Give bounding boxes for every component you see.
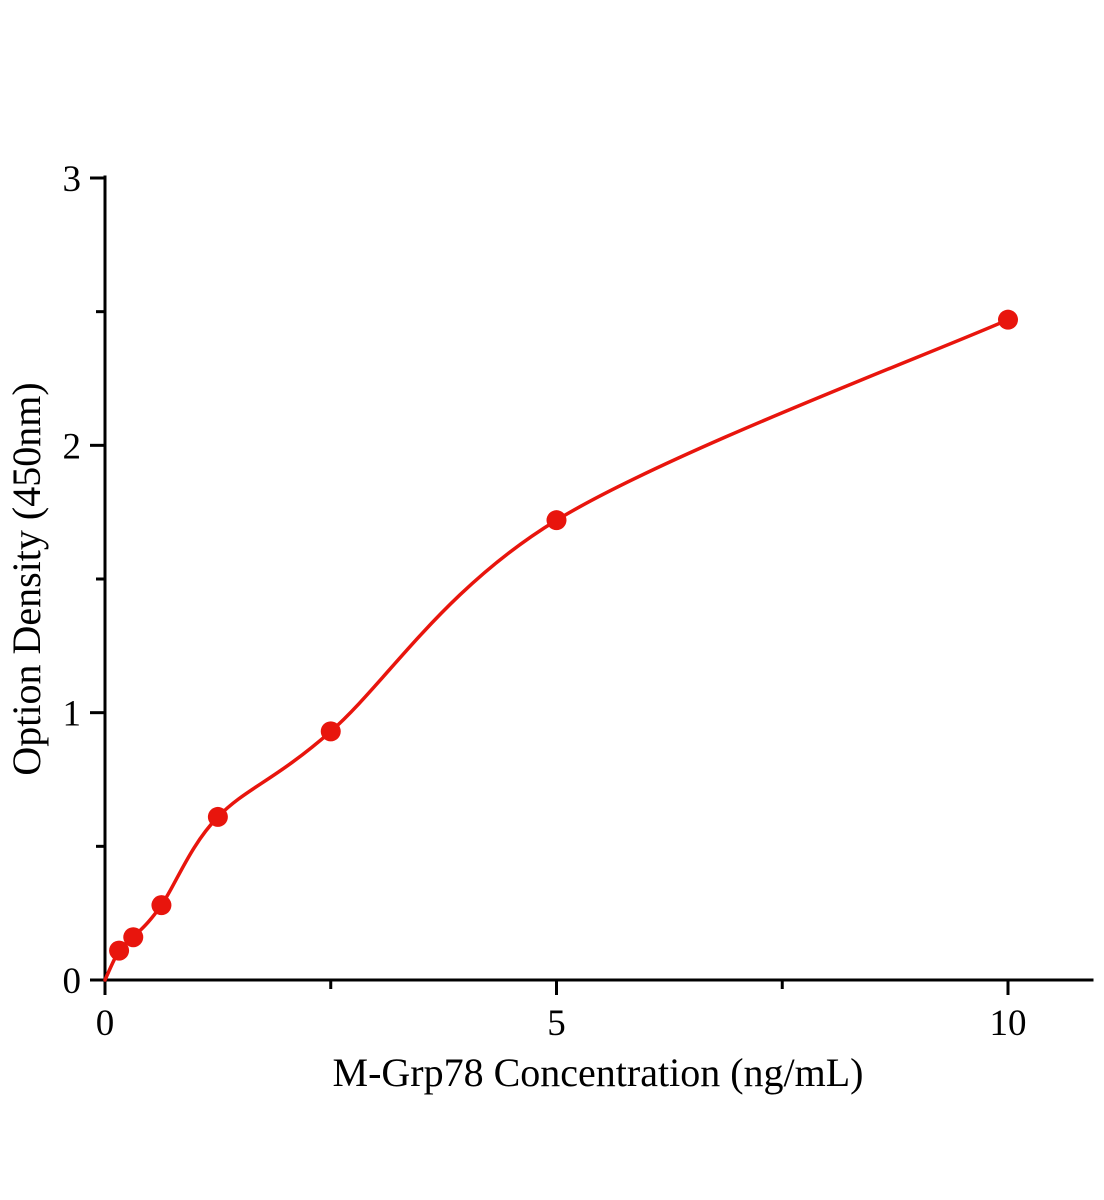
y-tick-label: 1: [63, 694, 82, 735]
axes-layer: [103, 175, 1094, 982]
y-tick-label: 3: [63, 159, 82, 200]
data-point: [109, 940, 130, 961]
data-point: [546, 510, 567, 531]
data-point: [320, 721, 341, 742]
fit-curve: [103, 317, 1010, 982]
y-axis-label: Option Density (450nm): [4, 382, 49, 775]
data-point: [123, 927, 144, 948]
x-tick-label: 5: [547, 1003, 566, 1044]
y-tick-label: 2: [63, 426, 82, 467]
x-axis-label: M-Grp78 Concentration (ng/mL): [333, 1050, 864, 1095]
data-point: [998, 309, 1018, 330]
y-tick-label: 0: [63, 961, 82, 1002]
x-tick-label: 10: [990, 1003, 1027, 1044]
data-series-layer: [103, 309, 1018, 982]
data-point: [151, 895, 172, 916]
data-point: [207, 806, 228, 827]
x-tick-label: 0: [96, 1003, 115, 1044]
ticks-layer: 0 5 10 0 1 2 3: [63, 159, 1027, 1044]
